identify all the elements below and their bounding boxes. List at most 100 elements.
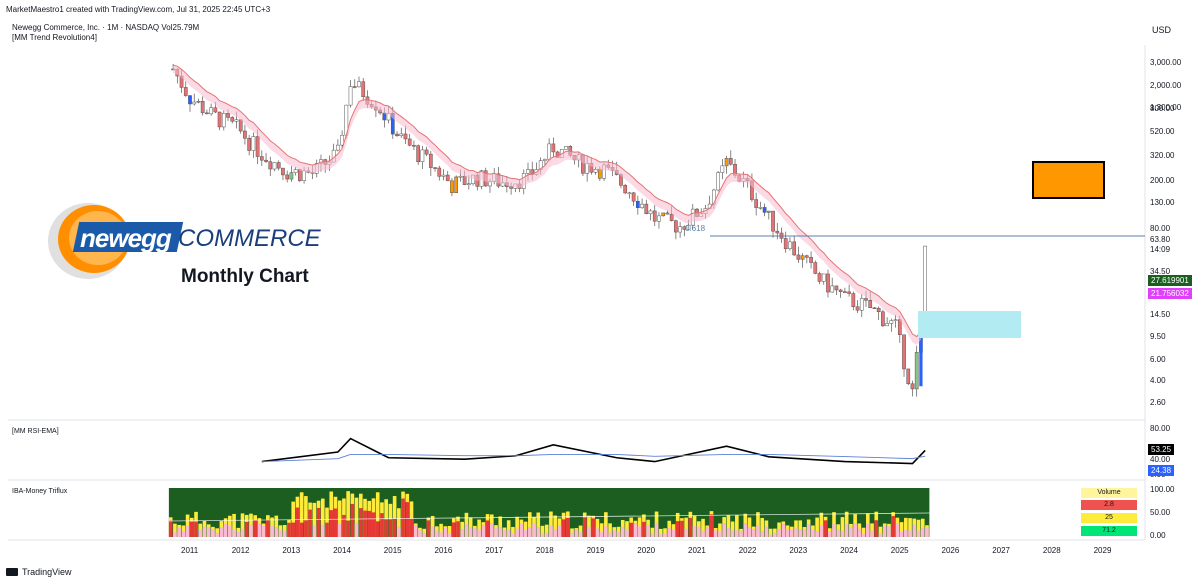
created-by-text: MarketMaestro1 created with TradingView.… xyxy=(6,5,271,14)
triflux-sell-bar xyxy=(350,503,355,537)
candle-body xyxy=(247,138,252,151)
triflux-sell-bar xyxy=(232,529,236,537)
triflux-axis-0: 0.00 xyxy=(1150,531,1166,540)
triflux-sell-bar xyxy=(882,525,887,537)
triflux-neutral-bar xyxy=(726,515,731,537)
triflux-sell-bar xyxy=(925,527,929,537)
volume-row-neutral: 25 xyxy=(1081,513,1137,523)
rsi-axis-40: 40.00 xyxy=(1150,455,1171,464)
symbol-line[interactable]: Newegg Commerce, Inc. · 1M · NASDAQ Vol2… xyxy=(12,23,200,32)
triflux-neutral-bar xyxy=(528,512,532,537)
currency-label[interactable]: USD xyxy=(1152,25,1172,35)
candle-body xyxy=(640,203,644,208)
time-axis-label: 2014 xyxy=(333,546,351,555)
candle-body xyxy=(259,156,264,161)
triflux-sell-bar xyxy=(861,534,866,537)
triflux-sell-bar xyxy=(333,508,338,537)
candle-body xyxy=(543,159,547,161)
candle-body xyxy=(593,168,598,173)
tradingview-footer[interactable]: TradingView xyxy=(6,567,72,577)
triflux-sell-bar xyxy=(832,524,836,537)
price-axis-label: 2.60 xyxy=(1150,398,1166,407)
candle-body xyxy=(509,186,513,189)
triflux-sell-bar xyxy=(802,529,807,537)
price-axis-label: 80.00 xyxy=(1150,224,1171,233)
candle-body xyxy=(412,145,416,147)
triflux-sell-bar xyxy=(337,523,342,537)
triflux-sell-bar xyxy=(384,519,388,537)
candle-body xyxy=(382,112,387,121)
time-axis-label: 2026 xyxy=(941,546,960,555)
triflux-neutral-bar xyxy=(354,497,359,537)
candle-body xyxy=(221,113,226,128)
candle-body xyxy=(817,273,822,282)
triflux-sell-bar xyxy=(173,532,177,537)
indicator-name[interactable]: [MM Trend Revolution4] xyxy=(12,33,97,42)
triflux-sell-bar xyxy=(878,533,883,537)
price-axis-label: 800.00 xyxy=(1150,104,1175,113)
triflux-sell-bar xyxy=(574,529,579,537)
candle-body xyxy=(213,107,218,113)
triflux-sell-bar xyxy=(764,526,769,537)
brand-commerce: COMMERCE xyxy=(178,225,321,252)
triflux-neutral-bar xyxy=(578,525,583,537)
candle-body xyxy=(407,138,412,146)
time-axis-label: 2028 xyxy=(1042,546,1061,555)
triflux-sell-bar xyxy=(481,524,486,537)
triflux-sell-bar xyxy=(654,523,659,537)
time-axis-label: 2011 xyxy=(181,546,199,555)
time-axis-label: 2012 xyxy=(231,546,250,555)
candle-body xyxy=(674,220,678,233)
triflux-sell-bar xyxy=(426,520,431,537)
triflux-sell-bar xyxy=(549,525,553,537)
triflux-sell-bar xyxy=(895,523,900,537)
candle-body xyxy=(188,95,192,105)
time-axis-label: 2020 xyxy=(637,546,656,555)
candle-body xyxy=(847,291,851,294)
candle-body xyxy=(682,226,687,230)
rsi-ema-line xyxy=(261,453,926,463)
triflux-neutral-bar xyxy=(384,499,388,537)
triflux-sell-bar xyxy=(316,507,321,537)
candle-body xyxy=(919,323,923,387)
time-axis-label: 2017 xyxy=(485,546,503,555)
triflux-sell-bar xyxy=(397,526,401,537)
triflux-sell-bar xyxy=(587,526,591,537)
triflux-sell-bar xyxy=(528,526,532,537)
candle-body xyxy=(868,300,873,309)
triflux-sell-bar xyxy=(456,521,460,537)
triflux-sell-bar xyxy=(684,528,688,537)
triflux-neutral-bar xyxy=(299,492,304,537)
candle-body xyxy=(796,254,801,260)
triflux-sell-bar xyxy=(743,523,748,537)
triflux-sell-bar xyxy=(485,520,490,537)
candle-body xyxy=(859,298,864,311)
ema-ribbon-line xyxy=(172,64,922,338)
triflux-sell-bar xyxy=(887,526,891,537)
candle-body xyxy=(268,161,273,170)
triflux-sell-bar xyxy=(908,530,912,537)
candle-body xyxy=(652,210,657,222)
triflux-sell-bar xyxy=(815,531,819,537)
triflux-sell-bar xyxy=(604,526,608,537)
triflux-sell-bar xyxy=(257,523,262,537)
triflux-signal-line xyxy=(168,512,930,522)
candle-body xyxy=(272,162,277,170)
candle-body xyxy=(585,163,589,174)
candle-body xyxy=(357,81,361,88)
triflux-sell-bar xyxy=(401,498,405,537)
triflux-sell-bar xyxy=(633,523,638,537)
candle-body xyxy=(720,165,725,173)
triflux-sell-bar xyxy=(498,526,503,537)
triflux-sell-bar xyxy=(506,529,511,537)
triflux-sell-bar xyxy=(308,509,312,537)
price-axis-label: 63.80 xyxy=(1150,235,1171,244)
triflux-name[interactable]: IBA-Money Triflux xyxy=(12,488,68,495)
price-axis-label: 6.00 xyxy=(1150,355,1166,364)
candle-body xyxy=(914,352,919,390)
rsi-name[interactable]: [MM RSI-EMA] xyxy=(12,428,59,435)
triflux-sell-bar xyxy=(253,520,257,537)
candle-body xyxy=(627,192,632,195)
triflux-sell-bar xyxy=(642,521,646,537)
